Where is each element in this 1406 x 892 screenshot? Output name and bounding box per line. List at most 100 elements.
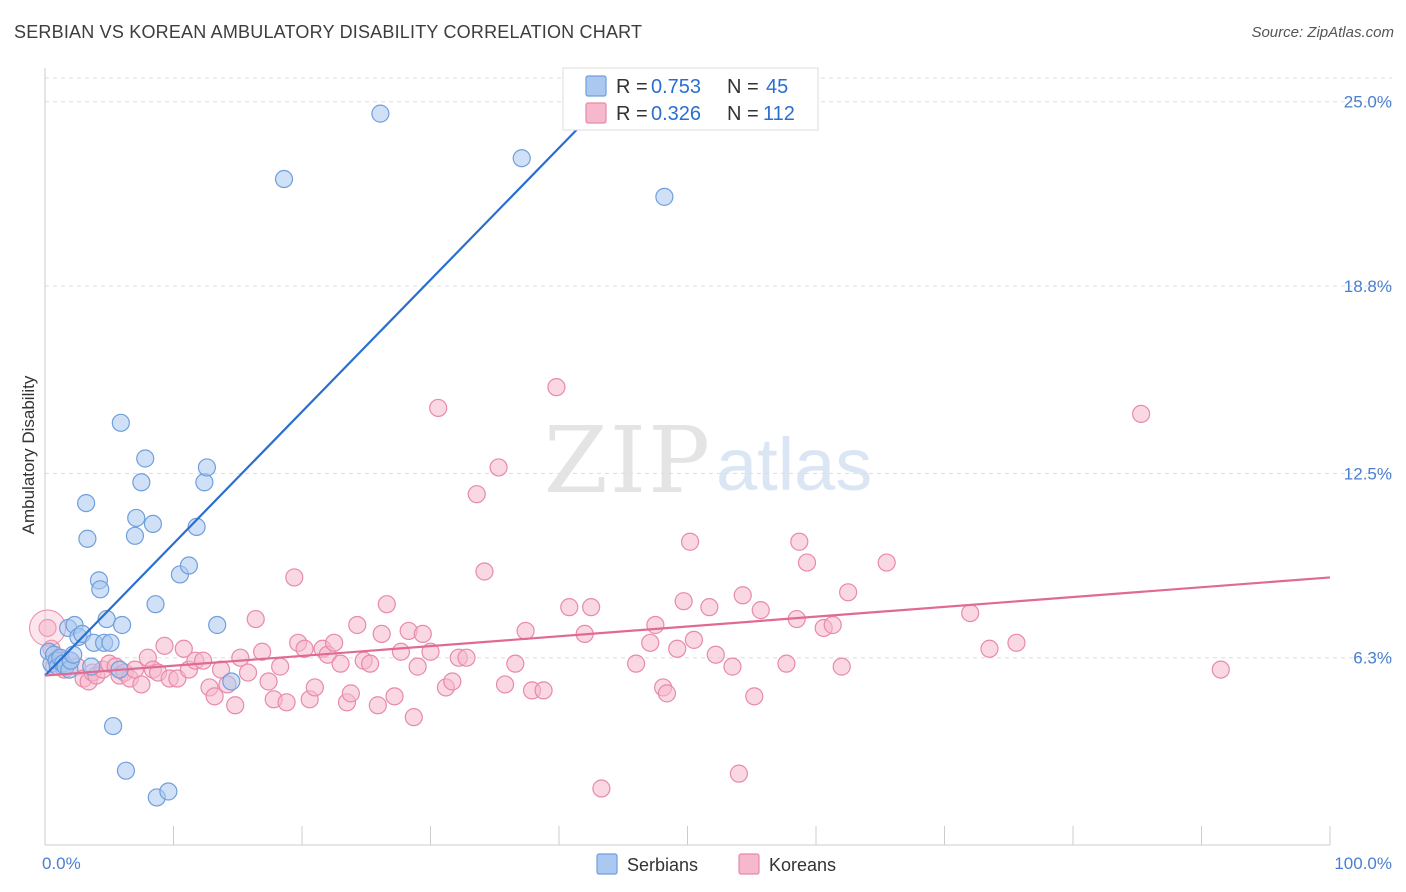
- tick-labels: 6.3% 12.5% 18.8% 25.0% 0.0% 100.0%: [42, 93, 1392, 873]
- korean-point-54: [348, 615, 367, 635]
- korean-point-101: [777, 654, 796, 673]
- korean-point-64: [408, 657, 427, 676]
- korean-point-96: [723, 657, 742, 676]
- korean-point-104: [797, 553, 817, 572]
- korean-point-86: [641, 633, 660, 652]
- korean-point-56: [361, 654, 380, 673]
- serbian-point-45: [371, 104, 390, 123]
- serbian-point-22: [97, 609, 116, 629]
- legend-n-value-koreans: 112: [763, 103, 795, 125]
- korean-point-58: [372, 624, 391, 644]
- serbian-point-33: [143, 514, 163, 534]
- korean-point-85: [626, 654, 646, 673]
- korean-point-74: [489, 458, 508, 477]
- korean-point-84: [592, 779, 611, 798]
- serbian-point-38: [179, 556, 199, 575]
- korean-point-99: [745, 687, 764, 706]
- korean-point-76: [506, 654, 525, 673]
- bottom-legend-label-serbians: Serbians: [627, 855, 698, 875]
- korean-point-103: [790, 532, 809, 551]
- korean-point-50: [325, 633, 344, 652]
- korean-point-63: [404, 708, 423, 727]
- serbian-point-36: [159, 782, 178, 801]
- korean-point-97: [729, 764, 749, 783]
- serbian-point-11: [64, 645, 83, 664]
- korean-point-100: [751, 601, 770, 620]
- korean-point-41: [271, 657, 290, 676]
- x-tick-label-0: 0.0%: [42, 854, 81, 873]
- serbian-point-44: [274, 169, 294, 189]
- korean-point-109: [877, 553, 896, 572]
- serbian-point-28: [116, 761, 136, 780]
- correlation-legend: R = 0.753 N = 45 R = 0.326 N = 112: [562, 67, 819, 131]
- korean-point-45: [295, 639, 314, 658]
- serbian-point-46: [512, 149, 531, 168]
- axes: [44, 68, 1331, 846]
- korean-point-31: [205, 687, 224, 706]
- korean-point-67: [429, 398, 448, 418]
- legend-r-label-serbians: R =: [616, 76, 648, 98]
- korean-point-23: [155, 636, 174, 655]
- korean-point-114: [1211, 660, 1230, 679]
- serbian-point-42: [208, 615, 227, 635]
- serbian-point-27: [112, 615, 132, 635]
- serbian-point-30: [127, 508, 146, 528]
- y-tick-label-1: 12.5%: [1344, 464, 1392, 483]
- y-tick-label-3: 25.0%: [1344, 93, 1392, 112]
- korean-point-98: [733, 586, 752, 605]
- korean-point-60: [385, 687, 404, 706]
- korean-point-95: [706, 645, 725, 664]
- korean-point-51: [331, 654, 350, 673]
- serbian-point-43: [222, 672, 241, 691]
- y-axis-title: Ambulatory Disability: [19, 375, 38, 534]
- korean-point-94: [700, 598, 719, 617]
- bottom-legend-swatch-koreans: [738, 853, 760, 875]
- korean-point-83: [582, 598, 601, 617]
- korean-point-38: [253, 642, 272, 661]
- korean-point-89: [657, 684, 677, 703]
- korean-point-47: [305, 678, 324, 697]
- legend-r-value-serbians: 0.753: [651, 76, 701, 98]
- legend-swatch-serbians: [585, 75, 607, 97]
- korean-point-72: [467, 485, 486, 504]
- korean-point-69: [443, 672, 462, 691]
- korean-point-75: [495, 675, 515, 694]
- series-legend: Serbians Koreans: [596, 853, 836, 875]
- korean-point-43: [285, 568, 304, 587]
- korean-point-93: [684, 630, 704, 649]
- korean-point-81: [560, 598, 579, 617]
- serbian-point-31: [132, 473, 151, 492]
- bottom-legend-label-koreans: Koreans: [769, 855, 836, 875]
- korean-point-79: [534, 681, 553, 700]
- serbian-point-29: [125, 526, 145, 545]
- bottom-legend-swatch-serbians: [596, 853, 618, 875]
- korean-point-34: [226, 696, 245, 715]
- korean-point-87: [646, 615, 665, 635]
- koreans-trend-line: [44, 576, 1331, 677]
- legend-n-value-serbians: 45: [766, 76, 788, 98]
- korean-point-26: [174, 639, 193, 658]
- watermark-atlas: atlas: [716, 423, 872, 506]
- korean-point-65: [413, 624, 432, 644]
- korean-point-39: [259, 672, 278, 691]
- legend-n-label-serbians: N =: [727, 76, 759, 98]
- korean-point-107: [832, 657, 851, 676]
- legend-r-value-koreans: 0.326: [651, 103, 701, 125]
- series-koreans: [29, 378, 1230, 798]
- series-serbians: [39, 104, 674, 807]
- korean-point-110: [961, 603, 980, 623]
- korean-point-106: [823, 615, 842, 635]
- korean-point-71: [457, 648, 476, 667]
- korean-point-37: [246, 609, 265, 629]
- korean-point-77: [516, 621, 535, 641]
- serbian-point-20: [91, 580, 110, 599]
- serbian-point-26: [111, 413, 130, 432]
- chart-title: SERBIAN VS KOREAN AMBULATORY DISABILITY …: [14, 22, 643, 42]
- korean-point-53: [341, 684, 360, 703]
- serbian-point-41: [197, 458, 217, 477]
- korean-point-36: [238, 663, 258, 682]
- serbian-point-24: [104, 716, 123, 736]
- korean-point-111: [980, 639, 999, 658]
- korean-point-29: [193, 651, 213, 670]
